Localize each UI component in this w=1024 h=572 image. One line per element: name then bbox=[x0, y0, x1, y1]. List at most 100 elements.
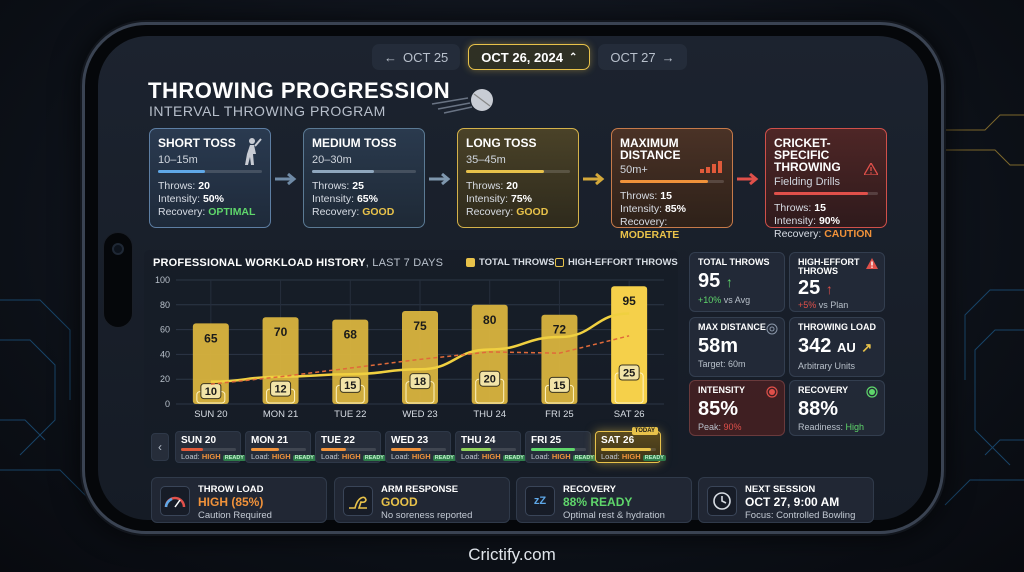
warning-icon bbox=[866, 258, 878, 269]
stage-arrow-3 bbox=[583, 172, 605, 186]
day-chip[interactable]: SAT 26 Load: HIGH READY TODAY bbox=[595, 427, 666, 463]
legend-total-label: TOTAL THROWS bbox=[479, 257, 555, 268]
summary-label: NEXT SESSION bbox=[745, 484, 816, 495]
arm-icon bbox=[343, 486, 373, 516]
load-value: HIGH bbox=[271, 452, 291, 461]
intensity-value: 85% bbox=[664, 203, 686, 215]
stat-max-distance: MAX DISTANCE 58m Target: 60m bbox=[689, 317, 785, 377]
summary-recovery[interactable]: zZ RECOVERY 88% READY Optimal rest & hyd… bbox=[516, 477, 692, 523]
day-name: SAT 26 bbox=[601, 435, 635, 446]
day-load: Load: HIGH READY bbox=[251, 452, 316, 461]
legend-total: TOTAL THROWS bbox=[466, 257, 554, 268]
y-tick-label: 40 bbox=[160, 349, 170, 359]
stage-card-medium-toss[interactable]: MEDIUM TOSS 20–30m Throws: 25 Intensity:… bbox=[303, 128, 425, 228]
stat-change: +5% bbox=[798, 300, 817, 310]
prev-week-button[interactable]: ‹ bbox=[151, 433, 169, 461]
legend-high: HIGH-EFFORT THROWS bbox=[555, 257, 678, 268]
day-chip[interactable]: TUE 22 Load: HIGH READY bbox=[315, 431, 386, 463]
stage-range: Fielding Drills bbox=[774, 176, 841, 188]
stat-value: 58m bbox=[698, 335, 739, 357]
sleep-icon: zZ bbox=[525, 486, 555, 516]
cricket-ball-icon bbox=[431, 89, 493, 114]
stage-card-maximum-distance[interactable]: MAXIMUM DISTANCE 50m+ Throws: 15 Intensi… bbox=[611, 128, 733, 241]
summary-next-session[interactable]: NEXT SESSION OCT 27, 9:00 AM Focus: Cont… bbox=[698, 477, 874, 523]
recovery-label: Recovery: bbox=[158, 206, 206, 218]
ready-badge: READY bbox=[432, 455, 456, 461]
arrow-up-icon: ↑ bbox=[825, 281, 833, 297]
load-label: Load: bbox=[181, 452, 200, 461]
high-label-bg bbox=[548, 376, 570, 393]
y-tick-label: 20 bbox=[160, 374, 170, 384]
load-value: HIGH bbox=[411, 452, 431, 461]
page-title: THROWING PROGRESSION bbox=[148, 78, 451, 103]
summary-sub: Optimal rest & hydration bbox=[563, 510, 665, 521]
load-label: Load: bbox=[461, 452, 480, 461]
current-date-button[interactable]: OCT 26, 2024 ⌃ bbox=[468, 44, 591, 70]
day-load-bar bbox=[461, 448, 516, 451]
load-label: Load: bbox=[251, 452, 270, 461]
status-dot-icon bbox=[866, 386, 878, 398]
high-data-label: 12 bbox=[274, 384, 286, 396]
date-navigation: ← OCT 25 OCT 26, 2024 ⌃ OCT 27 → bbox=[372, 44, 687, 70]
stage-arrow-2 bbox=[429, 172, 451, 186]
stage-title: MAXIMUM DISTANCE bbox=[620, 136, 681, 162]
summary-value: 88% READY bbox=[563, 495, 633, 509]
load-value: HIGH bbox=[341, 452, 361, 461]
stat-label: MAX DISTANCE bbox=[698, 322, 766, 332]
prev-date-button[interactable]: ← OCT 25 bbox=[372, 44, 461, 70]
stage-title: CRICKET-SPECIFIC THROWING bbox=[774, 136, 841, 174]
legend-total-swatch bbox=[466, 258, 475, 267]
x-tick-label: WED 23 bbox=[402, 409, 437, 420]
stage-card-short-toss[interactable]: SHORT TOSS 10–15m Throws: 20 Intensity: … bbox=[149, 128, 271, 228]
day-chip[interactable]: THU 24 Load: HIGH READY bbox=[455, 431, 526, 463]
total-data-label: 68 bbox=[344, 328, 358, 342]
next-date-button[interactable]: OCT 27 → bbox=[598, 44, 687, 70]
stage-progress-bar bbox=[158, 170, 262, 173]
stat-total-throws: TOTAL THROWS 95 ↑ +10% vs Avg bbox=[689, 252, 785, 312]
load-value: HIGH bbox=[201, 452, 221, 461]
ready-badge: READY bbox=[362, 455, 386, 461]
day-load-bar bbox=[531, 448, 586, 451]
load-label: Load: bbox=[601, 452, 620, 461]
workload-title-suffix: , LAST 7 DAYS bbox=[365, 257, 444, 269]
x-tick-label: SUN 20 bbox=[194, 409, 227, 420]
stat-sub-label: Readiness: bbox=[798, 422, 844, 432]
signal-bars-icon bbox=[700, 161, 722, 173]
day-load: Load: HIGH READY bbox=[391, 452, 456, 461]
batsman-icon bbox=[245, 138, 262, 165]
day-chip[interactable]: MON 21 Load: HIGH READY bbox=[245, 431, 316, 463]
day-chip[interactable]: WED 23 Load: HIGH READY bbox=[385, 431, 456, 463]
stage-arrow-4 bbox=[737, 172, 759, 186]
day-chip[interactable]: SUN 20 Load: HIGH READY bbox=[175, 431, 246, 463]
stage-card-cricket-specific[interactable]: CRICKET-SPECIFIC THROWING Fielding Drill… bbox=[765, 128, 887, 240]
alert-dot-icon bbox=[766, 386, 778, 398]
intensity-label: Intensity: bbox=[312, 193, 355, 205]
x-tick-label: MON 21 bbox=[263, 409, 298, 420]
arrow-up-icon: ↑ bbox=[725, 274, 733, 290]
legend-high-swatch bbox=[555, 258, 564, 267]
high-data-label: 20 bbox=[484, 374, 496, 386]
stage-range: 50m+ bbox=[620, 164, 648, 176]
day-name: THU 24 bbox=[461, 435, 496, 446]
day-name: SUN 20 bbox=[181, 435, 217, 446]
high-data-label: 18 bbox=[414, 376, 426, 388]
chevron-left-icon: ‹ bbox=[158, 440, 162, 454]
day-chip[interactable]: FRI 25 Load: HIGH READY bbox=[525, 431, 596, 463]
summary-throw-load[interactable]: THROW LOAD HIGH (85%) Caution Required bbox=[151, 477, 327, 523]
throws-label: Throws: bbox=[158, 180, 196, 192]
throws-value: 25 bbox=[352, 180, 364, 192]
prev-date-label: OCT 25 bbox=[403, 49, 449, 65]
y-tick-label: 60 bbox=[160, 325, 170, 335]
total-data-label: 95 bbox=[622, 294, 636, 308]
summary-arm-response[interactable]: ARM RESPONSE GOOD No soreness reported bbox=[334, 477, 510, 523]
high-label-bg bbox=[270, 380, 292, 397]
stage-range: 35–45m bbox=[466, 154, 506, 166]
stage-title: MEDIUM TOSS bbox=[312, 136, 397, 150]
recovery-label: Recovery: bbox=[466, 206, 514, 218]
load-label: Load: bbox=[391, 452, 410, 461]
high-data-label: 25 bbox=[623, 368, 635, 380]
high-label-bg bbox=[409, 373, 431, 390]
stat-sub: vs Plan bbox=[816, 300, 849, 310]
stage-card-long-toss[interactable]: LONG TOSS 35–45m Throws: 20 Intensity: 7… bbox=[457, 128, 579, 228]
